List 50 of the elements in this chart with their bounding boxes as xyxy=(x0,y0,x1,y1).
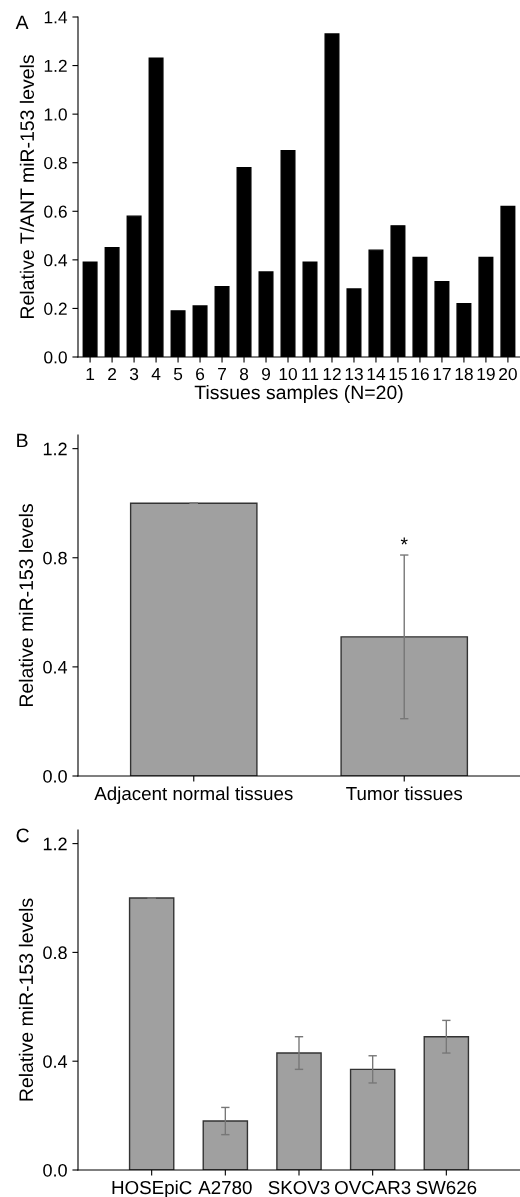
x-tick-label: 16 xyxy=(411,367,429,381)
x-tick-label: 1 xyxy=(86,368,95,380)
x-tick-label: SW626 xyxy=(416,1180,477,1195)
y-tick-label: 1.2 xyxy=(43,442,67,456)
x-tick-label: Adjacent normal tissues xyxy=(94,786,293,804)
y-tick-label: 1.2 xyxy=(43,837,67,851)
x-tick-label: 19 xyxy=(477,367,495,381)
x-tick-label: 14 xyxy=(367,368,386,380)
x-tick-label: 11 xyxy=(302,368,319,380)
x-tick-label: 4 xyxy=(151,368,161,380)
y-tick-label: 0.2 xyxy=(44,302,67,315)
x-tick-label: 18 xyxy=(455,367,473,381)
y-tick-label: 0.0 xyxy=(43,769,67,783)
x-tick-label: 10 xyxy=(279,367,297,381)
x-tick-label: 7 xyxy=(218,368,226,380)
chart-title: C xyxy=(16,828,29,843)
y-tick-label: 0.4 xyxy=(44,254,68,267)
annotation: * xyxy=(400,537,408,545)
x-tick-label: SKOV3 xyxy=(268,1180,330,1195)
y-tick-label: 0.8 xyxy=(44,156,67,170)
x-tick-label: 9 xyxy=(262,367,271,381)
x-tick-label: 13 xyxy=(345,367,363,381)
x-tick-label: 15 xyxy=(389,368,407,381)
y-tick-label: 1.2 xyxy=(44,59,67,72)
x-axis-title: Tissues samples (N=20) xyxy=(194,384,403,404)
chart-title: A xyxy=(15,15,29,30)
chart-title: B xyxy=(17,433,28,448)
y-tick-label: 0.4 xyxy=(43,660,68,674)
x-tick-label: 8 xyxy=(239,367,249,381)
x-tick-label: 17 xyxy=(433,368,451,380)
x-tick-label: 20 xyxy=(499,367,517,381)
y-tick-label: 0.8 xyxy=(43,551,67,565)
y-axis-title: Relative miR-153 levels xyxy=(18,898,34,1101)
text: 1.0 xyxy=(44,108,67,121)
y-axis-title: Relative T/ANT miR-153 levels xyxy=(19,55,35,318)
y-tick-label: 0.0 xyxy=(43,1163,67,1177)
x-tick-label: OVCAR3 xyxy=(335,1180,411,1195)
y-tick-label: 1.4 xyxy=(44,11,68,24)
x-tick-label: 5 xyxy=(173,368,183,381)
x-tick-label: 2 xyxy=(108,367,117,380)
y-tick-label: 0.4 xyxy=(43,1055,68,1068)
y-tick-label: 0.6 xyxy=(44,205,67,218)
x-tick-label: 3 xyxy=(129,367,139,381)
y-tick-label: 0.8 xyxy=(43,946,67,960)
x-tick-label: A2780 xyxy=(198,1180,252,1195)
x-tick-label: 12 xyxy=(323,367,341,380)
x-tick-label: 6 xyxy=(196,367,205,381)
y-axis-title: Relative miR-153 levels xyxy=(18,504,34,707)
x-tick-label: HOSEpiC xyxy=(112,1180,192,1197)
x-tick-label: Tumor tissues xyxy=(346,786,463,801)
